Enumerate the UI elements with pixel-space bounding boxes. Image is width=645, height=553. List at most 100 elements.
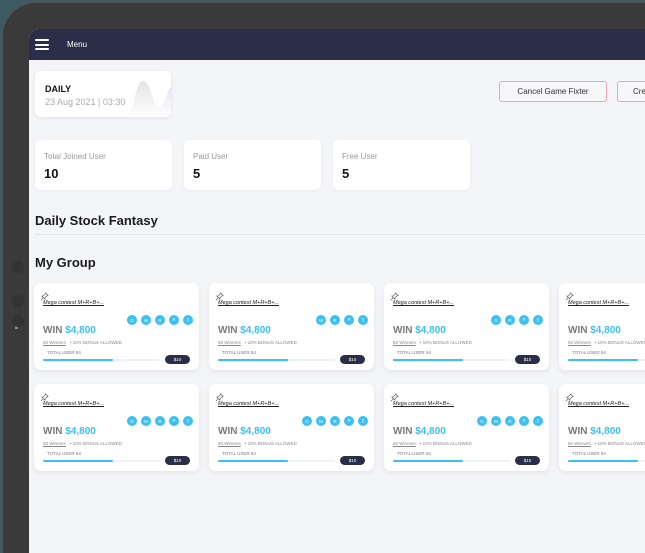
win-label: WIN [218,325,238,336]
trash-icon[interactable]: ▯ [183,416,193,426]
trash-icon[interactable]: ▯ [533,416,543,426]
stat-label: Paid User [193,152,229,161]
pin-icon[interactable] [390,389,399,402]
contest-name[interactable]: Mega contest M+R+B+... [393,401,454,407]
g-icon[interactable]: G [302,416,312,426]
r-icon[interactable]: R [330,315,340,325]
g-icon[interactable]: G [127,315,137,325]
pin-icon[interactable] [390,288,399,301]
pin-icon[interactable] [215,389,224,402]
m-icon[interactable]: M [316,315,326,325]
prize-amount: $4,800 [240,325,271,336]
progress-bar [43,460,160,462]
winners-link[interactable]: 50 Winners [393,340,416,345]
g-icon[interactable]: G [127,416,137,426]
prize-amount: $4,800 [240,426,271,437]
winners-link[interactable]: 50 Winners [43,441,66,446]
progress-fill [393,460,464,462]
daily-title: DAILY [45,84,72,94]
contest-card[interactable]: Mega contest M+R+B+... G R ✕ ▯ WIN $4,800 5… [384,283,549,370]
close-icon[interactable]: ✕ [344,315,354,325]
trash-icon[interactable]: ▯ [183,315,193,325]
daily-card: DAILY 23 Aug 2021 | 03:30 [35,71,171,117]
entry-price-button[interactable]: $10 [165,355,190,364]
contest-name[interactable]: Mega contest M+R+B+... [393,300,454,306]
contest-name[interactable]: Mega contest M+R+B+... [43,401,104,407]
prize-amount: $4,800 [415,426,446,437]
contest-card[interactable]: Mega contest M+R+B+... G M R ✕ ▯ WIN $4,800 … [34,384,199,471]
contest-name[interactable]: Mega contest M+R+B+... [568,401,629,407]
winners-link[interactable]: 50 Winners [218,340,241,345]
close-icon[interactable]: ✕ [169,315,179,325]
win-label: WIN [43,426,63,437]
prize-amount: $4,800 [65,325,96,336]
contest-card[interactable]: Mega contest M+R+B+... G M R ✕ ▯ WIN $4,800 … [34,283,199,370]
g-icon[interactable]: G [477,416,487,426]
pin-icon[interactable] [565,288,574,301]
progress-bar [568,359,645,361]
r-icon[interactable]: R [330,416,340,426]
winners-info: 50 Winners • 10% BONUS ALLOWED [43,441,122,446]
trash-icon[interactable]: ▯ [533,315,543,325]
win-label: WIN [218,426,238,437]
close-icon[interactable]: ✕ [169,416,179,426]
close-icon[interactable]: ✕ [344,416,354,426]
contest-name[interactable]: Mega contest M+R+B+... [218,401,279,407]
hamburger-menu-icon[interactable] [35,39,49,50]
app-screen: Menu DAILY 23 Aug 2021 | 03:30 Cancel Ga… [29,29,645,553]
divider [35,234,645,235]
contest-name[interactable]: Mega contest M+R+B+... [43,300,104,306]
stat-label: Total Joined User [44,152,106,161]
entry-price-button[interactable]: $10 [515,456,540,465]
pin-icon[interactable] [215,288,224,301]
winners-link[interactable]: 50 Winners [43,340,66,345]
total-user: TOTAL USER 54 [47,451,81,456]
card-actions: M R ✕ ▯ [316,315,368,325]
m-icon[interactable]: M [141,315,151,325]
r-icon[interactable]: R [155,416,165,426]
close-icon[interactable]: ✕ [519,416,529,426]
entry-price-button[interactable]: $10 [515,355,540,364]
win-amount: WIN $4,800 [393,426,446,437]
g-icon[interactable]: G [491,315,501,325]
menu-label[interactable]: Menu [67,40,88,49]
winners-link[interactable]: 50 Winners [568,441,591,446]
winners-info: 50 Winners • 10% BONUS ALLOWED [568,441,645,446]
pin-icon[interactable] [40,389,49,402]
close-icon[interactable]: ✕ [519,315,529,325]
contest-card[interactable]: Mega contest M+R+B+... G M R ✕ ▯ WIN $4,800 … [209,384,374,471]
r-icon[interactable]: R [155,315,165,325]
contest-card[interactable]: Mega contest M+R+B+... M R ✕ ▯ WIN $4,800 5… [209,283,374,370]
contest-card[interactable]: Mega contest M+R+B+... WIN $4,800 50 Win… [559,384,645,471]
stat-free-user: Free User 5 [333,140,470,190]
pin-icon[interactable] [565,389,574,402]
winners-link[interactable]: 50 Winners [218,441,241,446]
trash-icon[interactable]: ▯ [358,315,368,325]
trash-icon[interactable]: ▯ [358,416,368,426]
total-user: TOTAL USER 54 [222,451,256,456]
win-amount: WIN $4,800 [393,325,446,336]
m-icon[interactable]: M [316,416,326,426]
entry-price-button[interactable]: $10 [340,355,365,364]
entry-price-button[interactable]: $10 [165,456,190,465]
stat-total-joined: Total Joined User 10 [35,140,172,190]
m-icon[interactable]: M [141,416,151,426]
contest-name[interactable]: Mega contest M+R+B+... [568,300,629,306]
cancel-game-fixture-button[interactable]: Cancel Game Fixter [499,81,607,102]
entry-price-button[interactable]: $10 [340,456,365,465]
r-icon[interactable]: R [505,315,515,325]
pin-icon[interactable] [40,288,49,301]
contest-card[interactable]: Mega contest M+R+B+... G M R ✕ ▯ WIN $4,800 … [384,384,549,471]
win-label: WIN [568,426,588,437]
bezel-dot [12,261,24,273]
contest-name[interactable]: Mega contest M+R+B+... [218,300,279,306]
winners-link[interactable]: 50 Winners [393,441,416,446]
winners-link[interactable]: 50 Winners [568,340,591,345]
m-icon[interactable]: M [491,416,501,426]
create-button[interactable]: Cre [617,81,645,102]
r-icon[interactable]: R [505,416,515,426]
winners-info: 50 Winners • 10% BONUS ALLOWED [218,340,297,345]
win-amount: WIN $4,800 [568,325,621,336]
contest-card[interactable]: Mega contest M+R+B+... WIN $4,800 50 Win… [559,283,645,370]
prize-amount: $4,800 [590,325,621,336]
